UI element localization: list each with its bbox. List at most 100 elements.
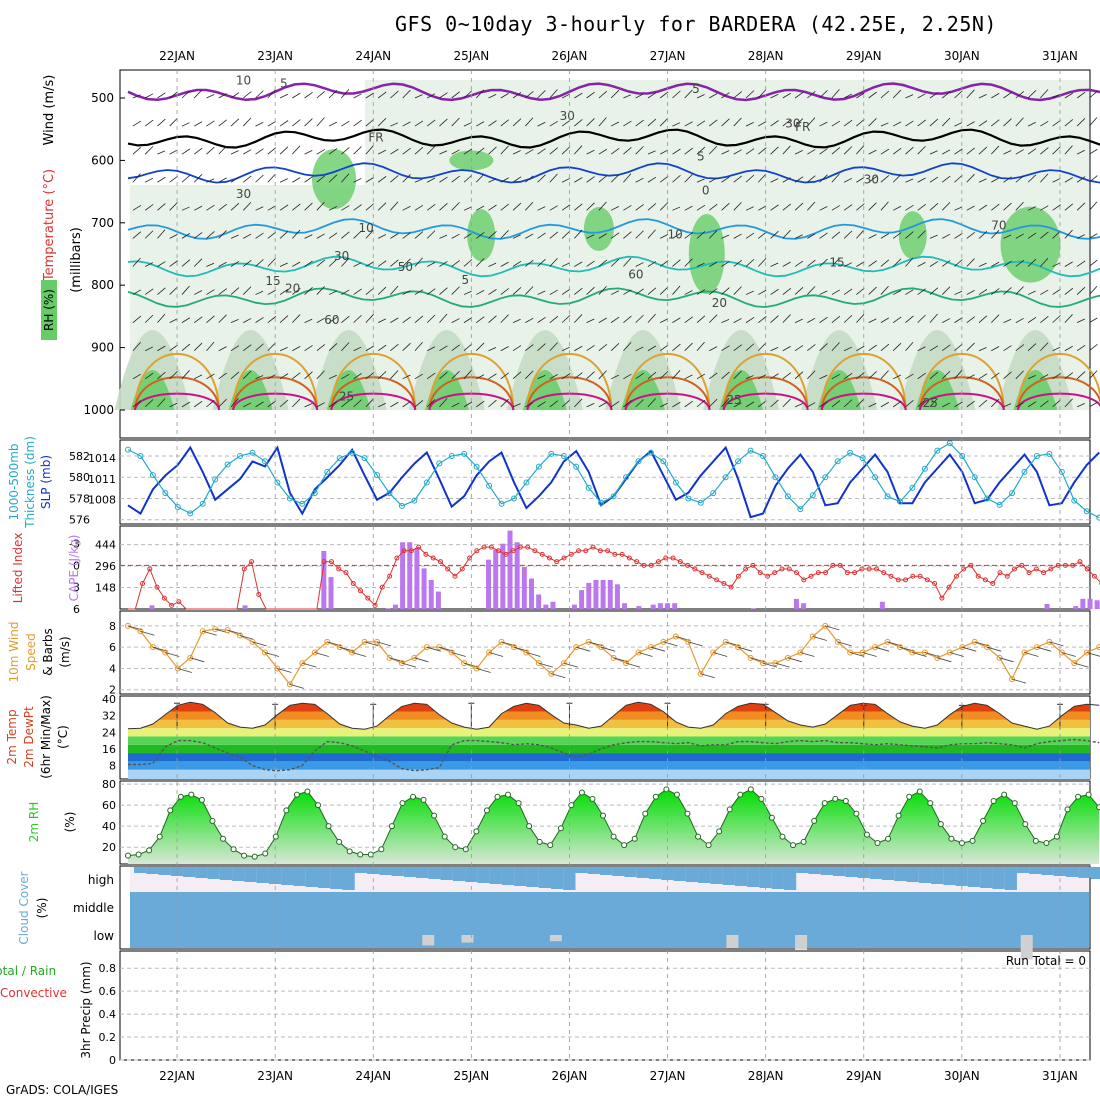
- wind-barb-10m: [277, 668, 292, 673]
- wind-barb: [574, 229, 583, 239]
- wind-barb: [917, 399, 926, 408]
- li-tick-label: 3: [73, 581, 80, 594]
- wind-barb: [402, 232, 411, 239]
- wind-barb: [586, 260, 595, 267]
- wind-barb: [1027, 121, 1036, 127]
- contour-label: 5: [280, 76, 288, 90]
- wind-barb: [439, 176, 448, 183]
- wind-speed-point: [274, 665, 281, 672]
- bottom-date-label: 31JAN: [1042, 1069, 1078, 1083]
- wind-barb: [647, 261, 657, 267]
- wind-barb: [586, 176, 595, 183]
- wind-barb: [341, 342, 350, 351]
- li-point: [561, 555, 567, 561]
- wind-barb: [402, 174, 411, 183]
- wind-barb: [819, 121, 828, 127]
- li-point: [517, 544, 523, 550]
- rh-point: [673, 791, 680, 798]
- wind-barb: [255, 206, 264, 211]
- wind-barb: [610, 258, 620, 267]
- rh-point: [452, 844, 459, 851]
- wind-barb: [328, 343, 338, 352]
- cloud-high-bar: [1004, 867, 1017, 890]
- thickness-point: [486, 482, 493, 489]
- cape-bar: [571, 604, 577, 609]
- upper-air-tick-label: 600: [91, 153, 114, 167]
- cloud-high-bar: [845, 867, 858, 877]
- li-point: [1012, 566, 1018, 572]
- rh-tick-label: 80: [102, 778, 116, 791]
- thickness-point: [324, 468, 331, 475]
- wind-barb: [206, 120, 215, 127]
- contour-label: 25: [339, 390, 354, 404]
- rh-point: [832, 795, 839, 802]
- thickness-point: [510, 495, 517, 502]
- wind-barb-10m: [239, 635, 255, 640]
- wind-barb: [328, 121, 338, 127]
- wind-barb: [905, 204, 914, 211]
- thickness-point: [747, 447, 754, 454]
- wind-barb: [316, 402, 325, 408]
- wind-barb: [463, 343, 473, 352]
- panel-frame-precip: [119, 950, 1091, 1061]
- li-point: [721, 581, 727, 587]
- wind-barb: [929, 92, 939, 99]
- wind-barb: [365, 92, 375, 99]
- wind-barb: [708, 119, 718, 127]
- wind-barb: [672, 122, 681, 127]
- wind-barb: [1027, 317, 1037, 323]
- thickness-point: [286, 495, 293, 502]
- contour-label: 5: [697, 149, 705, 163]
- wind-barb: [488, 399, 497, 408]
- wind-speed-point: [560, 660, 567, 667]
- wind-barb: [684, 205, 693, 211]
- wind-barb: [390, 343, 399, 352]
- wind-barb: [880, 175, 890, 183]
- wind-barb: [1052, 204, 1061, 211]
- rh-point: [885, 835, 892, 842]
- wind-barb: [525, 201, 534, 211]
- li-point: [1062, 562, 1068, 568]
- li-point: [510, 548, 516, 554]
- thickness-point: [1046, 450, 1053, 457]
- wind-speed-point: [971, 638, 978, 645]
- wind-barb: [745, 343, 755, 352]
- wind-barb: [451, 91, 460, 99]
- wind-barb: [843, 146, 853, 155]
- wind-barb-10m: [551, 673, 566, 679]
- li-point: [1026, 570, 1032, 576]
- rh-point: [388, 823, 395, 830]
- cloud-high-bar: [722, 867, 735, 885]
- wind-barb: [206, 262, 215, 267]
- li-point: [394, 555, 400, 561]
- wind-barb: [758, 121, 767, 127]
- wind-barb: [1064, 203, 1074, 211]
- wind-barb: [966, 231, 975, 239]
- wind-barb: [328, 290, 337, 295]
- wind-barb: [561, 288, 571, 295]
- wind-barb: [868, 260, 877, 267]
- wind-barb: [917, 145, 926, 155]
- wind-speed-point: [896, 644, 903, 651]
- wind-barb: [892, 232, 902, 239]
- wind-barb: [647, 118, 657, 127]
- contour-label: FR: [368, 131, 383, 145]
- thickness-point: [809, 492, 816, 499]
- wind-barb: [537, 148, 546, 155]
- rh-point: [621, 842, 628, 849]
- cape-bar: [650, 604, 656, 609]
- cloud-high-bar: [869, 867, 883, 879]
- wind-barb: [304, 202, 313, 211]
- wind-barb: [230, 319, 239, 324]
- cloud-high-bar: [1016, 867, 1030, 873]
- wind-barb-10m: [426, 646, 441, 652]
- li-point: [140, 581, 146, 587]
- wind-speed-point: [411, 654, 418, 661]
- wind-barb: [954, 369, 963, 380]
- wind-barb-10m: [625, 662, 641, 668]
- wind-speed-point: [598, 644, 605, 651]
- upper-air-tick-label: 900: [91, 341, 114, 355]
- wind-barb: [843, 230, 853, 239]
- wind-barb: [475, 173, 485, 183]
- wind-tick-label: 8: [109, 620, 116, 633]
